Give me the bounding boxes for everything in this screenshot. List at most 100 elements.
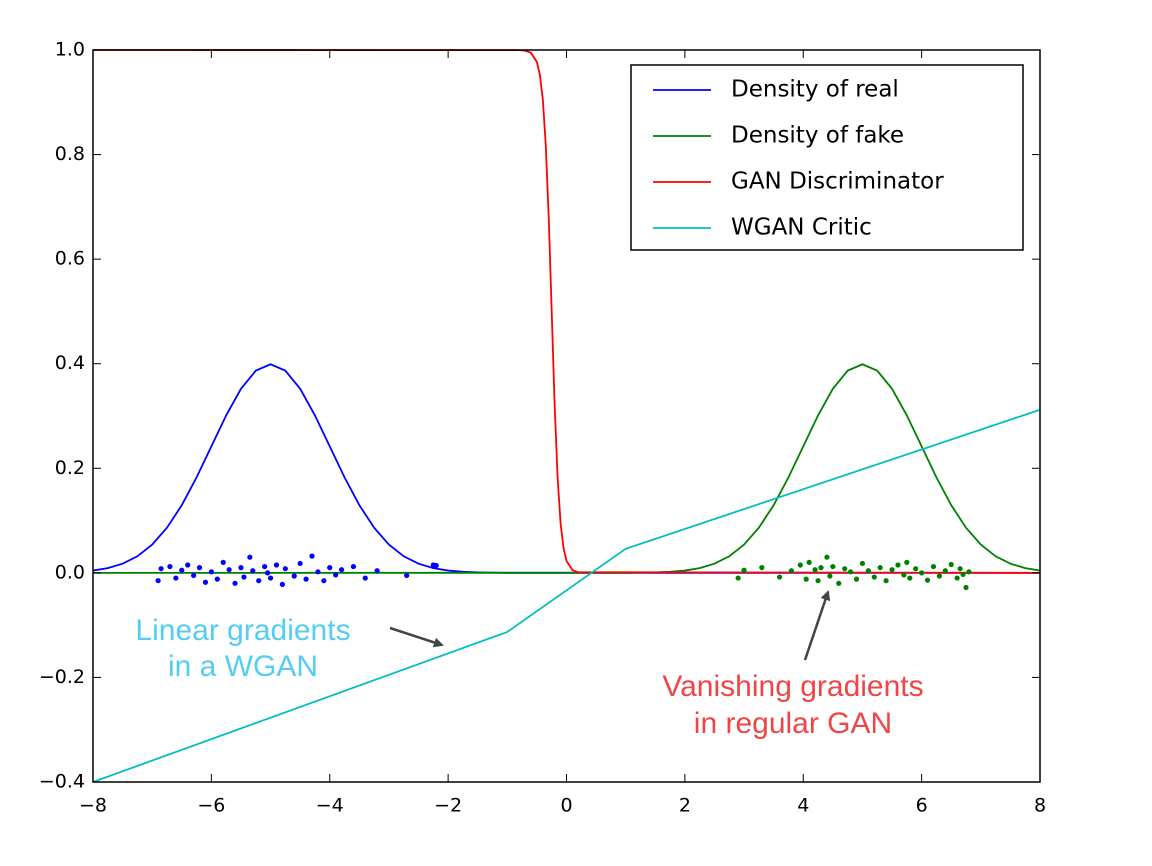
x-tick-label: 0 [560,795,572,817]
sample-point [191,572,197,579]
sample-point [865,568,871,574]
sample-point [966,569,972,575]
sample-point [309,553,315,559]
sample-point [315,569,321,575]
sample-point [155,578,161,584]
sample-point [797,562,803,568]
legend-box [630,64,1024,251]
y-tick-label: 0.8 [55,143,85,165]
sample-point [901,572,907,578]
sample-point [889,567,895,573]
sample-point [333,572,339,578]
x-tick-label: 6 [916,795,928,817]
series-line [92,49,1041,574]
sample-point [759,565,765,571]
sample-point [404,572,410,579]
y-tick-label: 1.0 [55,39,85,61]
sample-point [214,576,220,582]
sample-point [788,568,795,574]
annotation-arrow [389,626,444,648]
y-tick-label: 0.0 [55,561,85,583]
legend-label: GAN Discriminator [731,169,944,195]
sample-point [830,563,836,570]
sample-point [919,570,925,576]
sample-point [241,574,247,580]
sample-point [963,584,969,591]
series-line [92,363,1041,574]
sample-point [842,566,848,572]
sample-point [871,574,877,580]
x-tick-label: 8 [1034,795,1046,817]
sample-point [185,562,191,568]
sample-point [220,559,226,566]
sample-point [954,575,960,581]
sample-point [836,580,842,586]
y-tick-label: 0.6 [55,248,85,270]
x-tick-label: −4 [316,795,344,817]
sample-point [948,561,954,568]
sample-point [904,559,910,566]
sample-point [350,563,357,570]
sample-point [167,563,173,570]
sample-point [957,566,963,572]
sample-point [158,566,164,572]
sample-point [859,560,866,567]
sample-point [374,568,380,574]
sample-point [741,567,747,573]
sample-point [735,575,741,581]
sample-point [827,573,833,579]
sample-point [895,562,901,568]
annotation-text: in regular GAN [694,707,892,740]
sample-point [321,578,327,584]
y-tick-label: 0.2 [55,457,85,479]
annotation-arrow [803,590,831,661]
x-tick-label: 2 [679,795,691,817]
sample-point [803,576,809,582]
sample-point [256,578,262,584]
sample-point [303,576,309,582]
series-line [92,363,1041,574]
series-line [92,408,1041,783]
sample-point [338,567,345,573]
annotation-text: in a WGAN [168,650,318,683]
sample-point [173,575,179,581]
sample-point [247,554,253,560]
x-tick-label: −2 [434,795,462,817]
sample-point [291,573,297,579]
sample-point [907,575,913,581]
sample-point [433,562,439,569]
sample-point [930,563,937,570]
sample-point [936,573,942,579]
legend-label: WGAN Critic [731,215,872,241]
sample-point [853,576,860,582]
sample-point [960,571,966,578]
sample-point [179,567,185,573]
x-tick-label: −6 [197,795,225,817]
sample-point [806,559,812,566]
sample-point [327,565,333,571]
sample-point [913,566,919,572]
sample-point [282,566,288,572]
sample-point [776,574,783,580]
sample-point [279,581,285,587]
sample-point [297,560,303,567]
sample-point [942,568,948,574]
sample-point [824,554,830,560]
legend-label: Density of fake [731,123,904,149]
sample-point [815,578,821,584]
x-tick-label: −8 [79,795,107,817]
sample-point [265,570,271,576]
sample-point [877,565,883,571]
sample-point [812,567,818,573]
sample-point [273,562,280,568]
annotation-text: Vanishing gradients [662,670,923,703]
sample-point [208,569,214,575]
y-tick-label: −0.2 [39,666,85,688]
sample-point [196,565,203,571]
sample-point [250,568,256,574]
sample-point [818,565,824,571]
sample-point [226,567,232,573]
sample-point [362,575,368,581]
annotation-text: Linear gradients [135,614,350,647]
